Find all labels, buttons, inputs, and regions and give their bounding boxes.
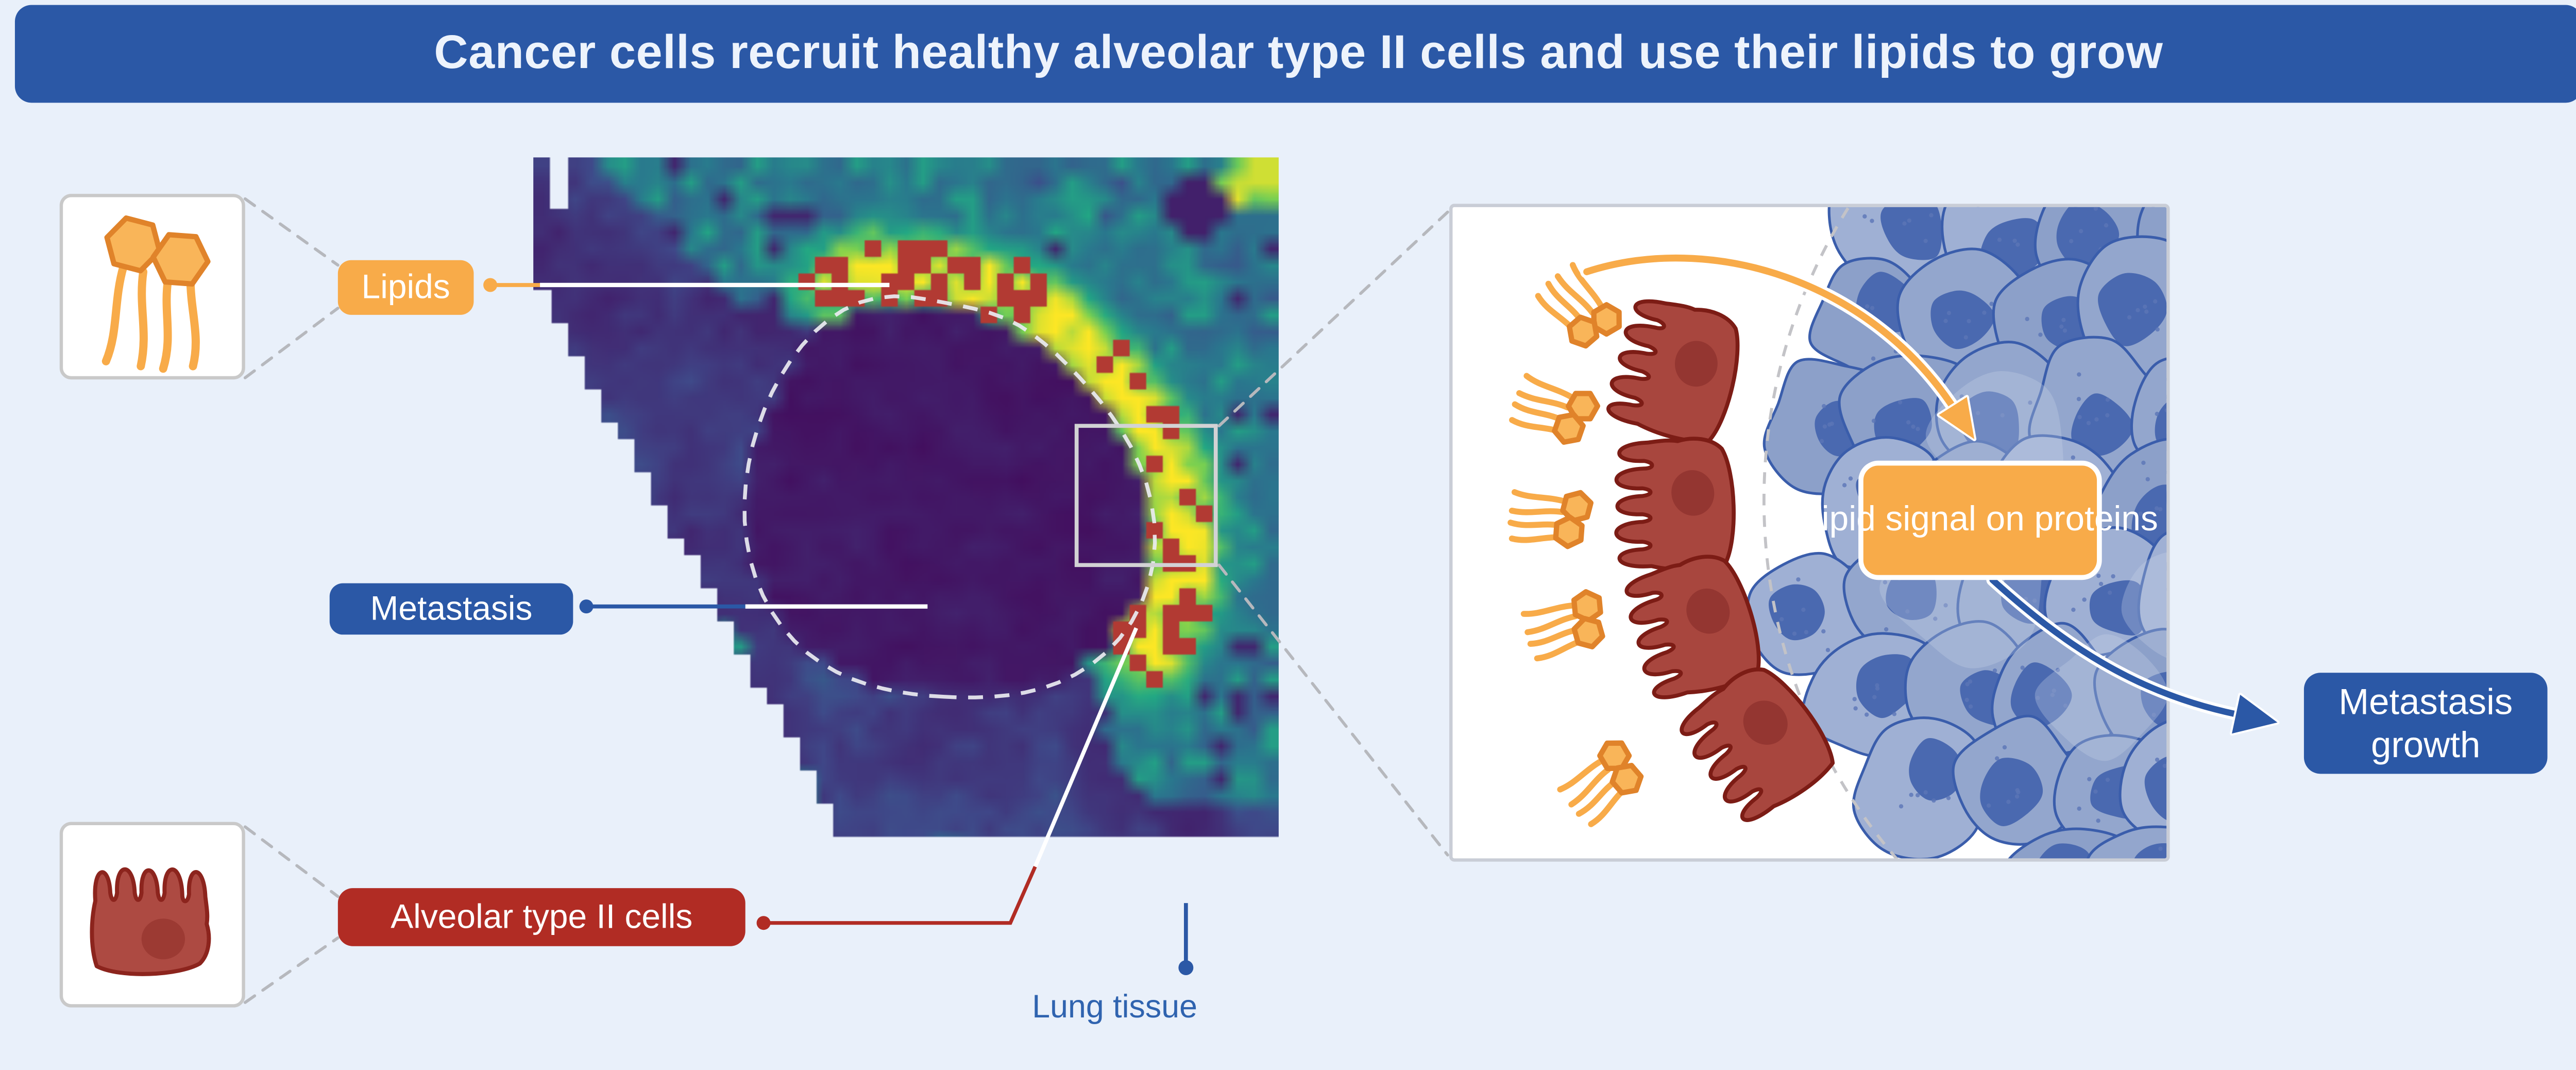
lipid-pair xyxy=(1507,489,1594,549)
alveolar-cell xyxy=(1606,299,1740,444)
lipid-signal-arrow xyxy=(1580,251,1977,441)
cancer-cell xyxy=(1852,716,1984,859)
alveolar-label-badge: Alveolar type II cells xyxy=(337,888,745,946)
lipid-pair xyxy=(1520,589,1605,662)
title-banner: Cancer cells recruit healthy alveolar ty… xyxy=(14,5,2576,103)
lipid-icon-box xyxy=(59,194,245,380)
lipid-pair xyxy=(1509,373,1600,445)
msi-heatmap-canvas xyxy=(533,157,1279,920)
alveolar-icon-box xyxy=(59,822,245,1008)
lung-tissue-label: Lung tissue xyxy=(1032,989,1197,1026)
cancer-cell xyxy=(2119,720,2167,847)
lipid-signal-label-badge: Lipid signal on proteins xyxy=(1802,460,2158,580)
magnified-region-circle xyxy=(1762,207,1899,859)
cancer-cell xyxy=(2087,825,2167,859)
metastasis-growth-label-badge: Metastasis growth xyxy=(2303,673,2548,774)
lipid-pair xyxy=(1535,262,1622,349)
alveolar-cell xyxy=(1680,667,1835,822)
alveolar-cell xyxy=(1624,555,1761,699)
page-title: Cancer cells recruit healthy alveolar ty… xyxy=(434,26,2163,80)
lipid-pair xyxy=(1557,740,1644,827)
alveolar-type2-cell-icon xyxy=(90,867,211,976)
cancer-cell xyxy=(2166,492,2167,503)
alveolar-cell xyxy=(1614,437,1736,572)
cancer-cell xyxy=(1952,714,2087,846)
metastasis-label-badge: Metastasis xyxy=(329,583,573,635)
lipid-pair-icon xyxy=(101,215,211,373)
lipids-label-badge: Lipids xyxy=(337,260,474,315)
